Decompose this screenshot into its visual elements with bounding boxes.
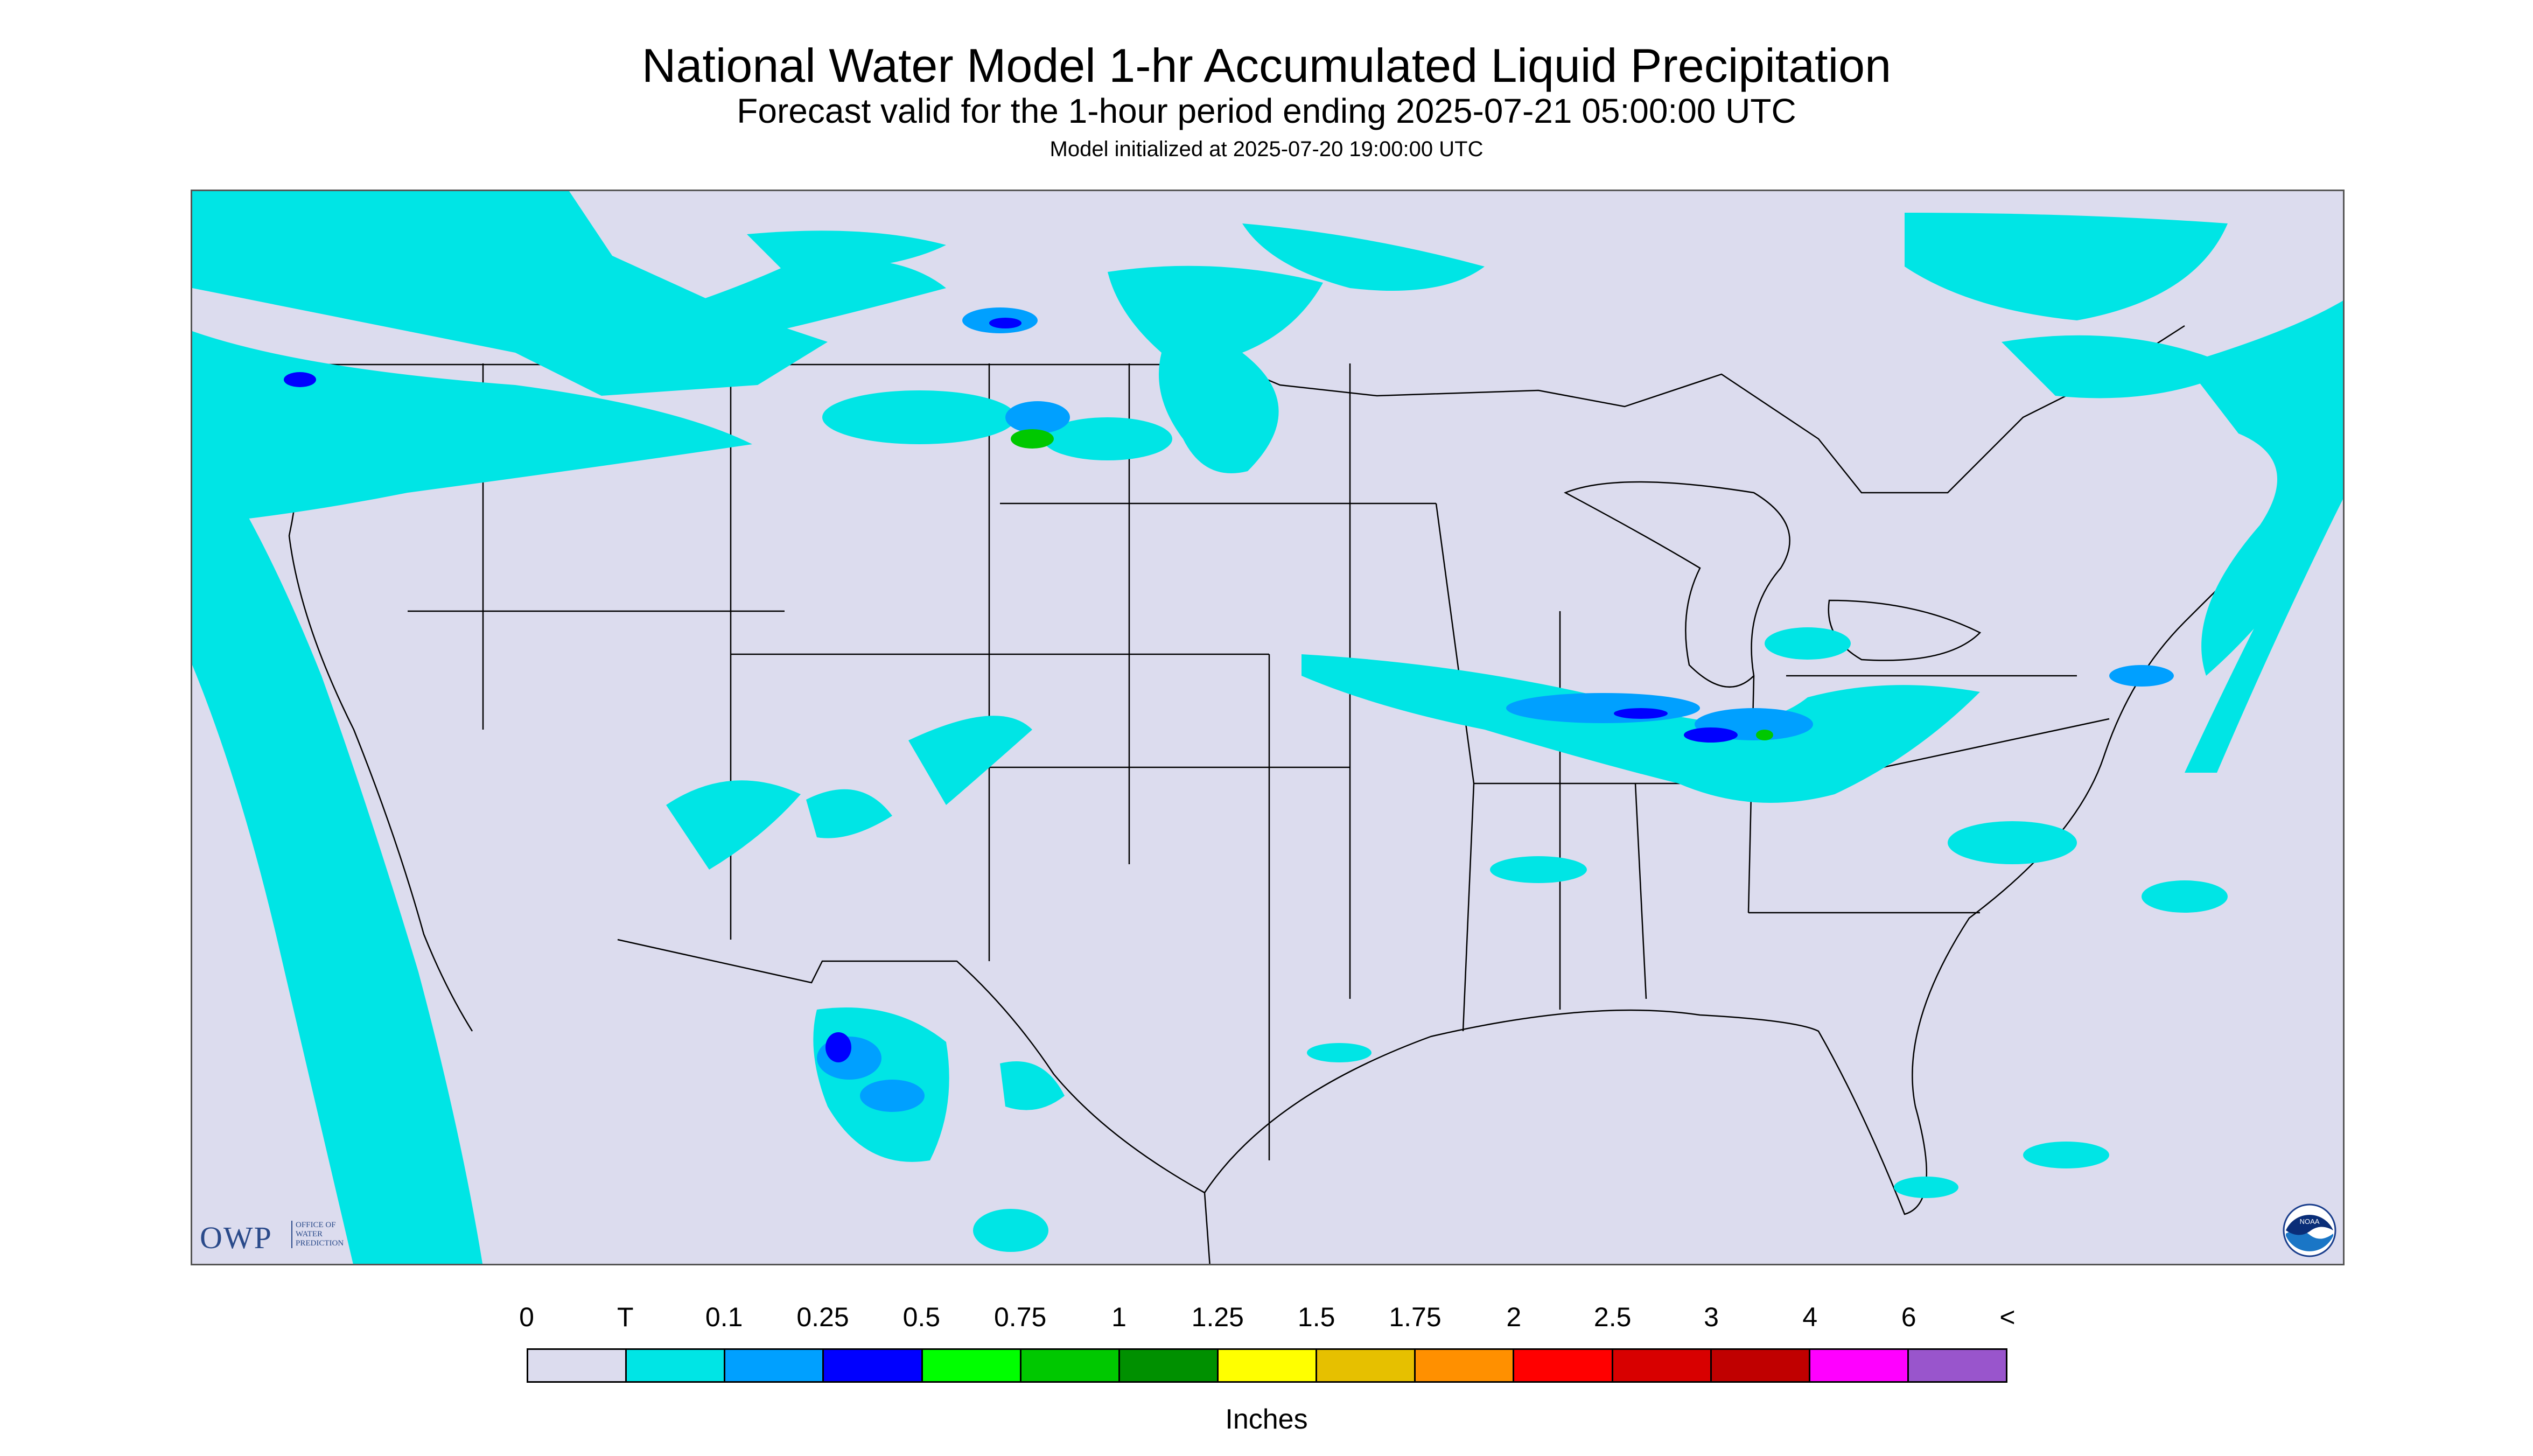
legend-tick-label: 1.75 <box>1389 1302 1442 1332</box>
legend-colorbar <box>527 1348 2007 1383</box>
legend-tick-label: 1.25 <box>1191 1302 1244 1332</box>
legend-swatch-2 <box>725 1350 824 1381</box>
legend-swatch-8 <box>1317 1350 1416 1381</box>
legend-tick-label: 0.1 <box>705 1302 743 1332</box>
legend-tick-label: 0.5 <box>902 1302 941 1332</box>
legend-swatch-14 <box>1908 1350 2006 1381</box>
legend-tick-label: 1.5 <box>1297 1302 1335 1332</box>
legend-swatch-7 <box>1218 1350 1318 1381</box>
domain-edge-right <box>1998 522 2343 1264</box>
noaa-logo: NOAA <box>2283 1203 2336 1257</box>
noaa-logo-text: NOAA <box>2300 1217 2320 1226</box>
legend-tick-label: 6 <box>1901 1302 1916 1332</box>
legend-swatch-11 <box>1613 1350 1712 1381</box>
owp-logo-caption: OFFICE OF WATER PREDICTION <box>291 1221 355 1248</box>
forecast-valid-subtitle: Forecast valid for the 1-hour period end… <box>737 92 1796 130</box>
legend-units: Inches <box>1225 1404 1308 1435</box>
legend-swatch-10 <box>1514 1350 1613 1381</box>
legend-tick-label: 0 <box>519 1302 534 1332</box>
owp-logo-mark: OWP <box>200 1220 272 1255</box>
legend-swatch-6 <box>1119 1350 1219 1381</box>
legend-tick-label: 2.5 <box>1593 1302 1632 1332</box>
legend-swatch-5 <box>1021 1350 1120 1381</box>
legend-swatch-9 <box>1416 1350 1515 1381</box>
precip-moderate <box>284 318 1738 1062</box>
map-title: National Water Model 1-hr Accumulated Li… <box>641 39 1892 92</box>
legend-tick-label: 4 <box>1802 1302 1818 1332</box>
legend-swatch-3 <box>824 1350 923 1381</box>
precip-heavy <box>1011 429 1773 740</box>
legend-swatch-12 <box>1711 1350 1810 1381</box>
precip-pacific-west <box>192 428 353 1264</box>
map-canvas <box>192 191 2343 1264</box>
legend-tick-label: 1 <box>1111 1302 1126 1332</box>
precip-trace <box>192 191 2343 1252</box>
legend-swatch-4 <box>922 1350 1021 1381</box>
precip-pacific <box>192 428 483 1264</box>
legend-tick-label: 3 <box>1704 1302 1719 1332</box>
legend-swatch-1 <box>627 1350 726 1381</box>
model-init-subtitle: Model initialized at 2025-07-20 19:00:00… <box>1049 137 1484 161</box>
legend-tick-label: T <box>617 1302 634 1332</box>
legend-tick-label: < <box>1999 1302 2016 1332</box>
legend-swatch-13 <box>1810 1350 1909 1381</box>
legend-tick-label: 0.25 <box>796 1302 849 1332</box>
legend-tick-label: 2 <box>1506 1302 1522 1332</box>
precipitation-map[interactable]: OWP OFFICE OF WATER PREDICTION NOAA <box>191 190 2345 1265</box>
legend-tick-label: 0.75 <box>993 1302 1047 1332</box>
legend-swatch-0 <box>528 1350 627 1381</box>
